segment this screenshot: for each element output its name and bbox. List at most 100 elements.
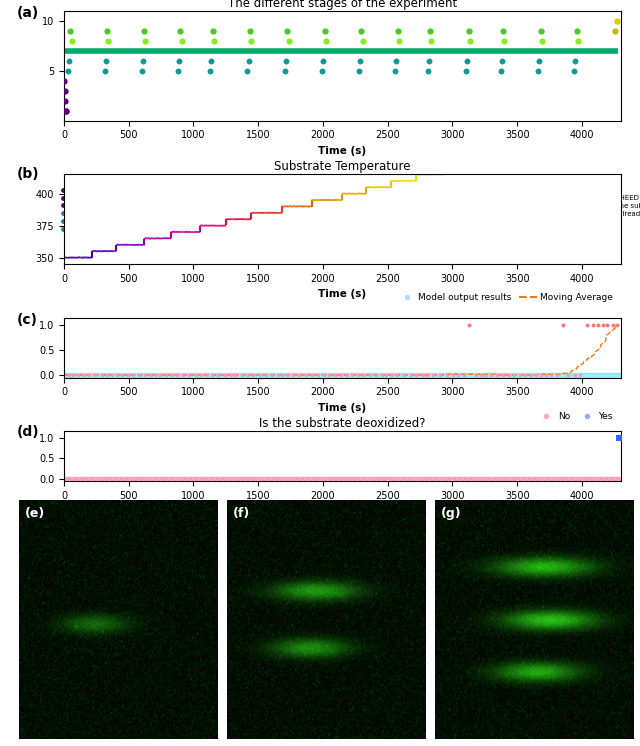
- X-axis label: Time (s): Time (s): [318, 507, 367, 516]
- Point: [436, 473, 446, 485]
- Point: [256, 473, 266, 485]
- Point: [172, 473, 182, 485]
- Point: [235, 473, 245, 485]
- Point: [209, 35, 219, 47]
- Point: [246, 35, 256, 47]
- Point: [520, 369, 531, 381]
- Point: [602, 319, 612, 331]
- Point: [184, 369, 195, 381]
- Point: [573, 35, 583, 47]
- Point: [245, 473, 255, 485]
- Point: [190, 473, 200, 485]
- Point: [501, 473, 511, 485]
- Point: [172, 369, 182, 381]
- Point: [508, 473, 518, 485]
- Point: [104, 473, 115, 485]
- Point: [365, 369, 375, 381]
- Point: [173, 65, 183, 77]
- Point: [496, 473, 506, 485]
- Point: [65, 25, 76, 37]
- Point: [99, 473, 109, 485]
- Point: [509, 369, 520, 381]
- Point: [579, 473, 589, 485]
- Point: [244, 25, 255, 37]
- Point: [243, 369, 253, 381]
- Point: [80, 473, 90, 485]
- Point: [524, 473, 534, 485]
- Point: [70, 473, 80, 485]
- Point: [60, 95, 70, 107]
- Point: [63, 369, 74, 381]
- Point: [499, 35, 509, 47]
- Point: [342, 473, 353, 485]
- Point: [428, 369, 438, 381]
- Point: [218, 473, 228, 485]
- Point: [288, 369, 298, 381]
- Point: [526, 369, 536, 381]
- Point: [307, 369, 317, 381]
- Point: [347, 473, 357, 485]
- Point: [347, 369, 357, 381]
- Point: [612, 319, 623, 331]
- Point: [103, 35, 113, 47]
- Point: [285, 473, 295, 485]
- Point: [206, 473, 216, 485]
- Point: [228, 473, 239, 485]
- Point: [328, 473, 338, 485]
- Point: [185, 473, 195, 485]
- Point: [90, 369, 100, 381]
- Point: [598, 319, 608, 331]
- Point: [274, 473, 284, 485]
- Point: [356, 25, 367, 37]
- Point: [558, 319, 568, 331]
- Point: [476, 369, 486, 381]
- Point: [150, 369, 161, 381]
- Point: [269, 473, 280, 485]
- Text: (d): (d): [17, 425, 39, 439]
- Point: [333, 473, 343, 485]
- Point: [308, 473, 318, 485]
- Point: [392, 369, 403, 381]
- Point: [262, 473, 273, 485]
- Point: [588, 319, 598, 331]
- Point: [377, 369, 387, 381]
- Point: [145, 473, 155, 485]
- Point: [454, 473, 465, 485]
- Point: [497, 55, 507, 67]
- Point: [63, 473, 74, 485]
- Point: [518, 473, 529, 485]
- Point: [318, 55, 328, 67]
- Point: [314, 369, 324, 381]
- Bar: [64, 477, 621, 481]
- Point: [296, 473, 307, 485]
- Point: [569, 65, 579, 77]
- Point: [102, 25, 112, 37]
- Point: [140, 35, 150, 47]
- Point: [601, 473, 611, 485]
- Point: [111, 369, 122, 381]
- Point: [470, 369, 481, 381]
- Point: [480, 369, 490, 381]
- Point: [543, 473, 553, 485]
- Point: [282, 25, 292, 37]
- Point: [534, 55, 545, 67]
- Point: [150, 473, 160, 485]
- Point: [492, 369, 502, 381]
- Point: [243, 65, 253, 77]
- Point: [392, 25, 403, 37]
- Point: [201, 473, 211, 485]
- Point: [132, 473, 143, 485]
- Point: [207, 369, 218, 381]
- Point: [358, 369, 369, 381]
- Point: [417, 369, 428, 381]
- Point: [266, 369, 276, 381]
- Point: [321, 35, 331, 47]
- Point: [355, 55, 365, 67]
- Point: [237, 369, 247, 381]
- Point: [447, 369, 458, 381]
- Point: [498, 369, 508, 381]
- Point: [60, 104, 70, 116]
- Point: [220, 369, 230, 381]
- Point: [277, 369, 287, 381]
- Point: [537, 473, 547, 485]
